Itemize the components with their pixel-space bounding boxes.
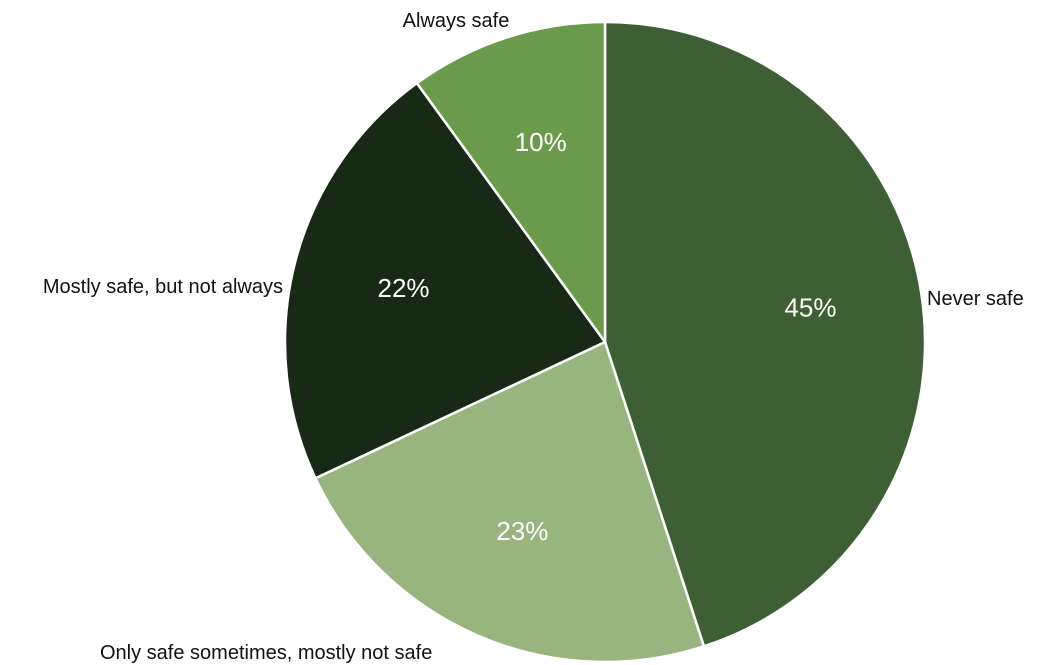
category-label-only-safe-sometimes-mostly-not-safe: Only safe sometimes, mostly not safe bbox=[100, 642, 432, 664]
category-label-never-safe: Never safe bbox=[927, 288, 1024, 310]
pie-slice-mostly-safe-but-not-always bbox=[283, 81, 607, 480]
pie-slices bbox=[283, 20, 927, 664]
data-label-mostly-safe-but-not-always: 22% bbox=[378, 273, 430, 303]
category-labels: Never safe Only safe sometimes, mostly no… bbox=[43, 10, 1024, 664]
data-label-always-safe: 10% bbox=[515, 127, 567, 157]
percentage-labels: 45% 23% 22% 10% bbox=[378, 127, 837, 546]
pie-slice-always-safe bbox=[415, 20, 607, 346]
data-label-never-safe: 45% bbox=[784, 292, 836, 322]
data-label-only-safe-sometimes-mostly-not-safe: 23% bbox=[496, 516, 548, 546]
pie-slice-only-safe-sometimes-mostly-not-safe bbox=[313, 340, 706, 664]
pie-slice-never-safe bbox=[603, 20, 927, 648]
category-label-mostly-safe-but-not-always: Mostly safe, but not always bbox=[43, 276, 283, 298]
category-label-always-safe: Always safe bbox=[403, 10, 510, 32]
